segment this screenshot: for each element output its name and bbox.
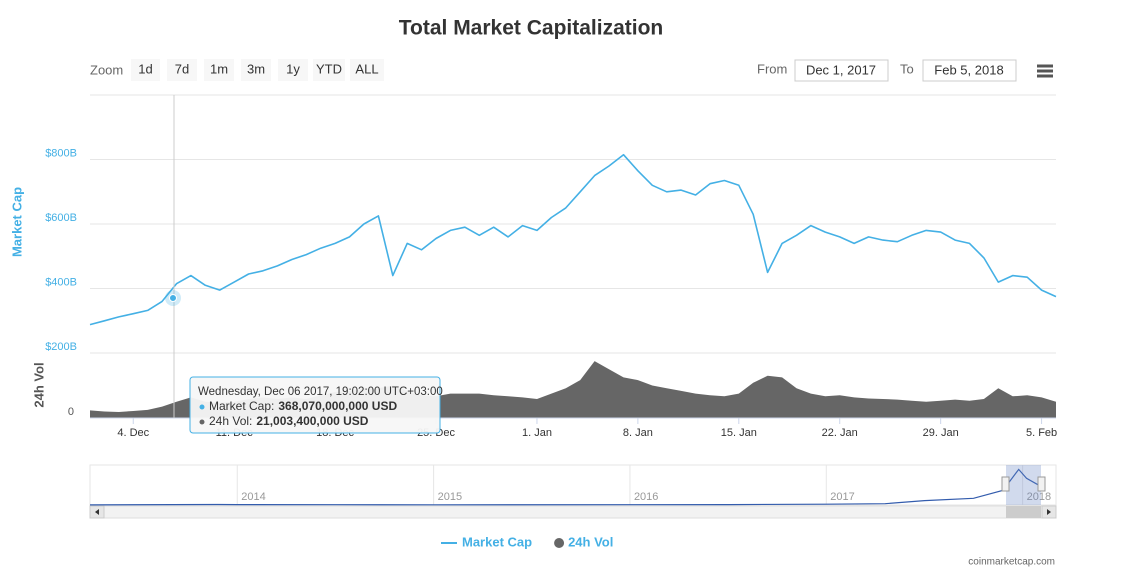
zoom-button-label[interactable]: YTD <box>316 61 342 76</box>
navigator-handle[interactable] <box>1001 476 1010 492</box>
scrollbar[interactable] <box>89 505 1057 519</box>
tooltip-bullet <box>199 419 205 425</box>
zoom-button-label[interactable]: 1m <box>210 61 228 76</box>
navigator: 2014 2015 2016 2017 2018 <box>89 464 1057 506</box>
y-axis-title: Market Cap <box>9 187 24 257</box>
zoom-button[interactable] <box>278 59 308 81</box>
navigator-tick-label: 2018 <box>1027 491 1051 503</box>
navigator-tick-label: 2015 <box>438 491 462 503</box>
zoom-button[interactable] <box>350 59 384 81</box>
hover-point <box>169 294 177 302</box>
zoom-button[interactable] <box>131 59 160 81</box>
zoom-button-label[interactable]: 1y <box>286 61 300 76</box>
y-tick-label: $400B <box>45 276 77 288</box>
tooltip: Wednesday, Dec 06 2017, 19:02:00 UTC+03:… <box>189 376 443 434</box>
zoom-button-label[interactable]: 3m <box>247 61 265 76</box>
legend: Market Cap 24h Vol <box>441 534 613 549</box>
credit: coinmarketcap.com <box>968 557 1055 568</box>
x-tick-label: 1. Jan <box>522 427 552 439</box>
tooltip-bullet <box>199 404 205 410</box>
scroll-left-arrow[interactable] <box>95 509 99 515</box>
navigator-tick-label: 2016 <box>634 491 658 503</box>
scroll-right-arrow[interactable] <box>1047 509 1051 515</box>
menu-button[interactable] <box>1037 64 1053 78</box>
tooltip-box <box>189 376 441 434</box>
chart-title: Total Market Capitalization <box>399 17 663 40</box>
y-tick-label: $200B <box>45 341 77 353</box>
tooltip-value: 21,003,400,000 USD <box>256 414 368 428</box>
scrollbar-thumb[interactable] <box>1006 506 1041 518</box>
legend-marker[interactable] <box>554 538 565 548</box>
tooltip-value: 368,070,000,000 USD <box>278 399 397 413</box>
navigator-tick-label: 2017 <box>830 491 854 503</box>
zoom-button-label[interactable]: ALL <box>355 61 378 76</box>
to-value[interactable]: Feb 5, 2018 <box>934 62 1003 77</box>
from-value[interactable]: Dec 1, 2017 <box>806 62 876 77</box>
x-tick-label: 29. Jan <box>923 427 959 439</box>
zoom-button[interactable] <box>204 59 234 81</box>
to-label: To <box>900 61 914 76</box>
zoom-button[interactable] <box>167 59 197 81</box>
scrollbar-track[interactable] <box>89 505 1057 519</box>
x-tick-label: 15. Jan <box>721 427 757 439</box>
zoom-button-label[interactable]: 7d <box>175 61 189 76</box>
navigator-frame <box>89 464 1057 506</box>
zoom-button-label[interactable]: 1d <box>138 61 152 76</box>
toolbar: Zoom From Dec 1, 2017 To Feb 5, 2018 1d 7… <box>90 59 1053 82</box>
x-tick-label: 8. Jan <box>623 427 653 439</box>
y2-tick-label: 0 <box>68 406 74 418</box>
navigator-line <box>89 468 1043 506</box>
legend-label[interactable]: Market Cap <box>462 534 532 549</box>
navigator-mask[interactable] <box>1006 465 1041 505</box>
x-tick-label: 22. Jan <box>822 427 858 439</box>
from-label: From <box>757 61 787 76</box>
legend-label[interactable]: 24h Vol <box>568 534 613 549</box>
navigator-tick-label: 2014 <box>241 491 265 503</box>
to-input[interactable] <box>922 59 1017 82</box>
tooltip-label: Market Cap: <box>209 399 274 413</box>
y-tick-label: $600B <box>45 212 77 224</box>
zoom-button[interactable] <box>313 59 345 81</box>
zoom-label: Zoom <box>90 62 123 77</box>
from-input[interactable] <box>794 59 889 82</box>
y2-axis-title: 24h Vol <box>31 362 46 407</box>
tooltip-label: 24h Vol: <box>209 414 252 428</box>
navigator-handle[interactable] <box>1037 476 1046 492</box>
navigator-selection[interactable] <box>1001 465 1046 505</box>
market-cap-line <box>89 153 1057 326</box>
zoom-button[interactable] <box>241 59 271 81</box>
x-tick-label: 5. Feb <box>1026 427 1057 439</box>
tooltip-date: Wednesday, Dec 06 2017, 19:02:00 UTC+03:… <box>198 386 443 398</box>
x-tick-label: 4. Dec <box>117 427 149 439</box>
y-tick-label: $800B <box>45 147 77 159</box>
